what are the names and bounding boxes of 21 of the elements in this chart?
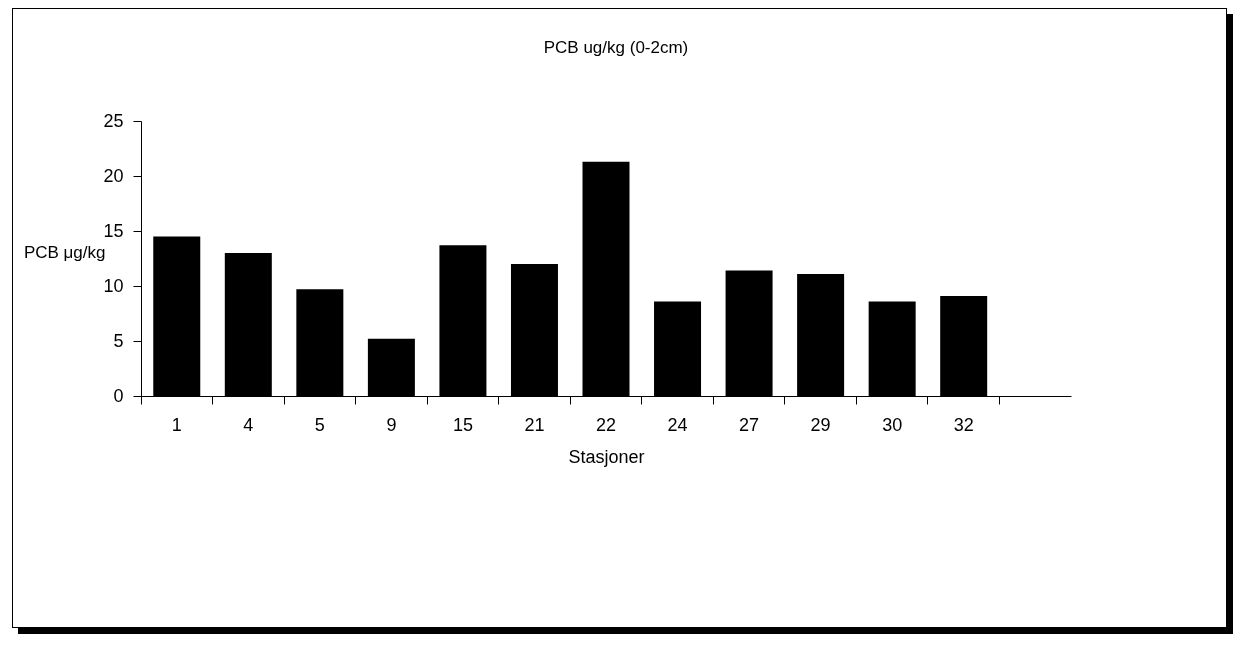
x-tick-label: 24	[667, 414, 688, 435]
y-tick-label: 10	[103, 275, 124, 296]
x-tick-label: 5	[314, 414, 325, 435]
y-axis-title: PCB μg/kg	[23, 242, 106, 262]
x-tick-label: 22	[595, 414, 617, 435]
y-tick-label: 0	[113, 385, 124, 406]
y-tick-label: 25	[103, 110, 124, 131]
x-tick-label: 29	[810, 414, 831, 435]
y-tick-label: 15	[103, 220, 124, 241]
x-tick-label: 32	[953, 414, 974, 435]
x-tick-label: 9	[386, 414, 397, 435]
x-tick-label: 30	[882, 414, 903, 435]
x-axis-title: Stasjoner	[568, 446, 645, 467]
x-tick-label: 4	[243, 414, 254, 435]
x-tick-label: 1	[171, 414, 182, 435]
x-tick-label: 27	[739, 414, 760, 435]
x-tick-label: 21	[524, 414, 545, 435]
y-tick-label: 20	[103, 165, 124, 186]
chart-title: PCB ug/kg (0-2cm)	[543, 38, 689, 57]
y-tick-label: 5	[113, 330, 124, 351]
x-tick-label: 15	[452, 414, 473, 435]
